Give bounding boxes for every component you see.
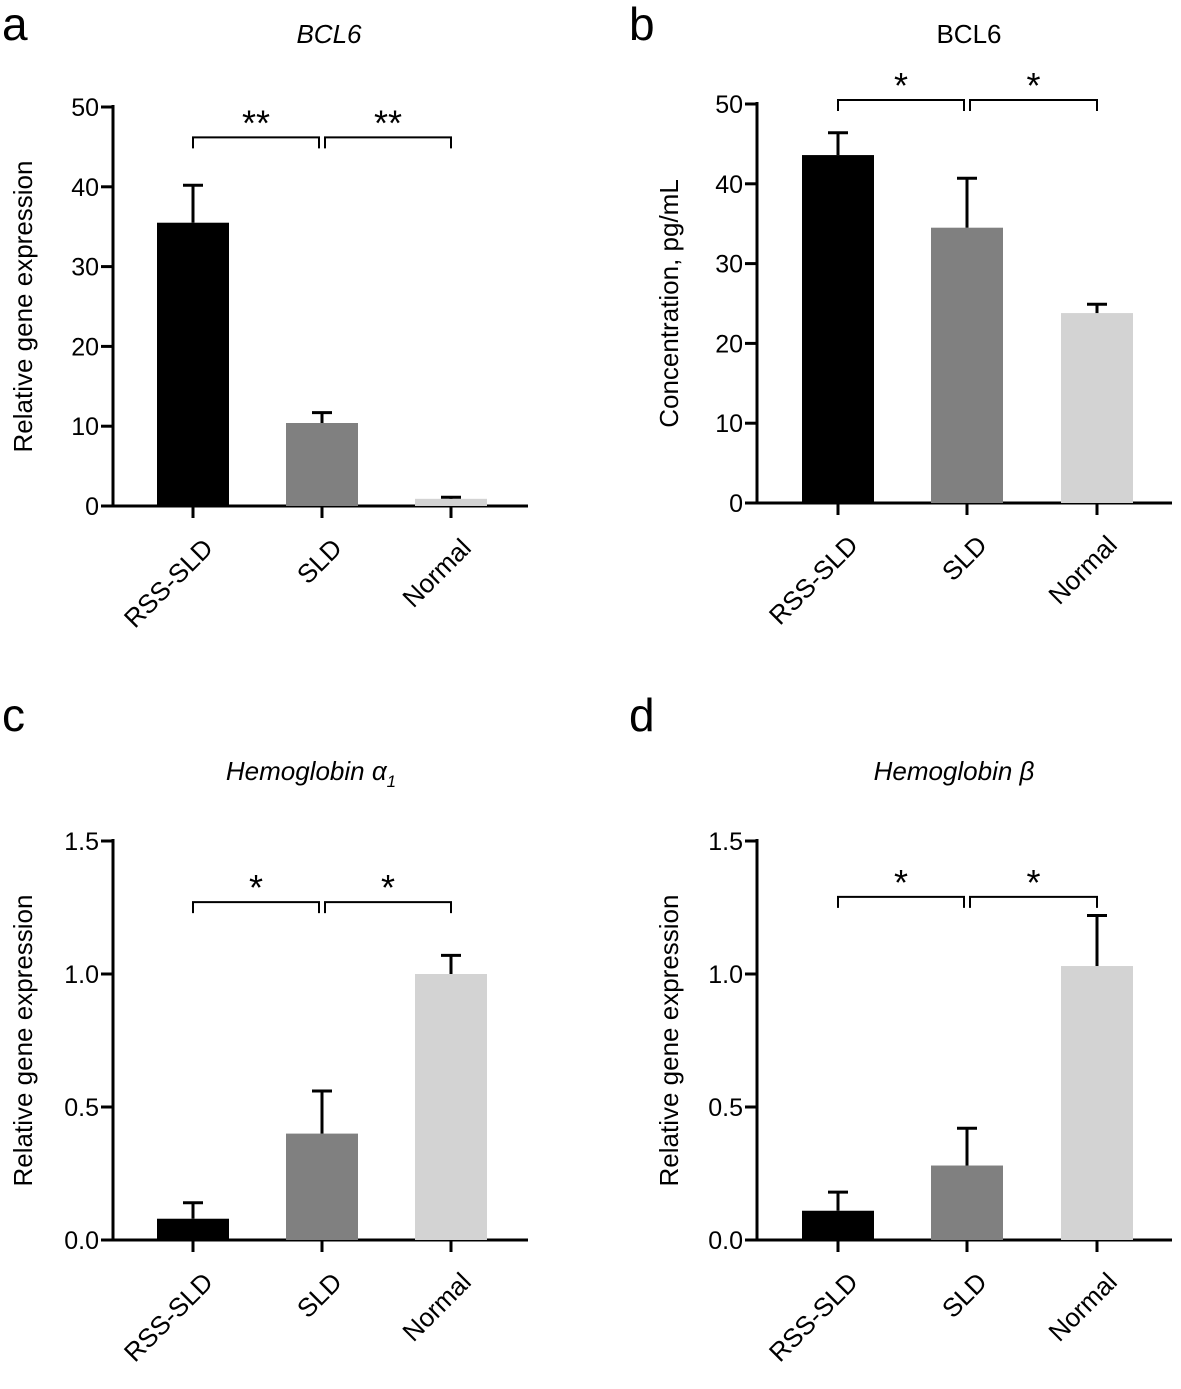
y-tick-label: 50 bbox=[715, 91, 743, 119]
chart-title: BCL6 bbox=[296, 19, 362, 49]
significance-bracket bbox=[969, 99, 1098, 112]
panel-a: a BCL6 Relative gene expression 0 10 20 30 40 50… bbox=[2, 0, 528, 634]
panel-letter: d bbox=[629, 689, 655, 741]
bar-sld bbox=[931, 227, 1003, 503]
chart-title-text: Hemoglobin β bbox=[874, 756, 1035, 786]
x-tick-label: RSS-SLD bbox=[763, 1267, 864, 1368]
significance-label: * bbox=[1026, 65, 1040, 106]
x-tick-label: RSS-SLD bbox=[763, 530, 864, 631]
significance-label: * bbox=[894, 862, 908, 903]
significance-bracket bbox=[324, 901, 452, 914]
y-axis-label: Relative gene expression bbox=[8, 161, 38, 453]
x-tick-label: Normal bbox=[396, 533, 476, 613]
x-tick-label: Normal bbox=[396, 1267, 476, 1347]
bar-normal bbox=[415, 498, 487, 506]
y-tick-label: 40 bbox=[71, 174, 99, 202]
chart-title-subscript: 1 bbox=[387, 772, 396, 791]
chart-title-text: BCL6 bbox=[296, 19, 362, 49]
significance-label: ** bbox=[242, 102, 270, 143]
chart-title: BCL6 bbox=[936, 19, 1001, 49]
y-tick-label: 30 bbox=[715, 251, 743, 279]
y-axis-label: Concentration, pg/mL bbox=[654, 179, 684, 428]
x-tick-label: SLD bbox=[936, 1267, 993, 1324]
significance-bracket bbox=[969, 895, 1098, 908]
panel-c: c Hemoglobin α1 Relative gene expression 0.… bbox=[2, 689, 528, 1368]
significance-bracket bbox=[324, 136, 452, 149]
x-tick-label: Normal bbox=[1042, 1267, 1122, 1347]
bar-sld bbox=[931, 1165, 1003, 1240]
x-tick-label: RSS-SLD bbox=[118, 1267, 219, 1368]
significance-bracket bbox=[837, 99, 965, 112]
x-tick-label: SLD bbox=[291, 1267, 348, 1324]
y-tick-label: 20 bbox=[715, 330, 743, 358]
significance-label: * bbox=[1026, 862, 1040, 903]
y-tick-label: 30 bbox=[71, 254, 99, 282]
significance-label: * bbox=[894, 65, 908, 106]
panel-d: d Hemoglobin β Relative gene expression 0.0… bbox=[629, 689, 1172, 1368]
y-axis-label: Relative gene expression bbox=[8, 895, 38, 1187]
bar-rss-sld bbox=[802, 155, 874, 503]
significance-label: * bbox=[249, 867, 263, 908]
x-tick-label: SLD bbox=[936, 530, 993, 587]
y-tick-label: 1.5 bbox=[64, 828, 99, 856]
y-tick-label: 10 bbox=[71, 413, 99, 441]
significance-label: ** bbox=[374, 102, 402, 143]
x-tick-label: Normal bbox=[1042, 530, 1122, 610]
y-tick-label: 1.5 bbox=[708, 828, 743, 856]
y-tick-label: 0.5 bbox=[64, 1094, 99, 1122]
bar-sld bbox=[286, 1133, 358, 1240]
y-tick-label: 1.0 bbox=[64, 961, 99, 989]
panel-b: b BCL6 Concentration, pg/mL 0 10 20 30 40 50 RSS-… bbox=[629, 0, 1172, 631]
bar-normal bbox=[1061, 313, 1133, 503]
x-tick-label: SLD bbox=[291, 533, 348, 590]
panel-letter: c bbox=[2, 689, 25, 741]
chart-title-text: Hemoglobin α bbox=[226, 756, 388, 786]
significance-bracket bbox=[192, 901, 320, 914]
chart-title: Hemoglobin α1 bbox=[226, 756, 396, 791]
y-tick-label: 1.0 bbox=[708, 961, 743, 989]
y-tick-label: 0 bbox=[729, 490, 743, 518]
bar-rss-sld bbox=[157, 222, 229, 506]
y-tick-label: 0.5 bbox=[708, 1094, 743, 1122]
y-tick-label: 0.0 bbox=[708, 1227, 743, 1255]
significance-bracket bbox=[837, 895, 965, 908]
y-tick-label: 40 bbox=[715, 171, 743, 199]
bar-sld bbox=[286, 423, 358, 506]
y-axis-label: Relative gene expression bbox=[654, 895, 684, 1187]
y-tick-label: 0 bbox=[85, 493, 99, 521]
y-tick-label: 20 bbox=[71, 333, 99, 361]
bar-normal bbox=[1061, 966, 1133, 1240]
chart-title-text: BCL6 bbox=[936, 19, 1001, 49]
panel-letter: b bbox=[629, 0, 655, 50]
significance-bracket bbox=[192, 136, 320, 149]
bar-rss-sld bbox=[802, 1210, 874, 1240]
y-tick-label: 0.0 bbox=[64, 1227, 99, 1255]
x-tick-label: RSS-SLD bbox=[118, 533, 219, 634]
significance-label: * bbox=[381, 867, 395, 908]
y-tick-label: 10 bbox=[715, 410, 743, 438]
y-tick-label: 50 bbox=[71, 94, 99, 122]
panel-letter: a bbox=[2, 0, 28, 50]
bar-rss-sld bbox=[157, 1218, 229, 1240]
bar-normal bbox=[415, 974, 487, 1240]
chart-title: Hemoglobin β bbox=[874, 756, 1035, 786]
